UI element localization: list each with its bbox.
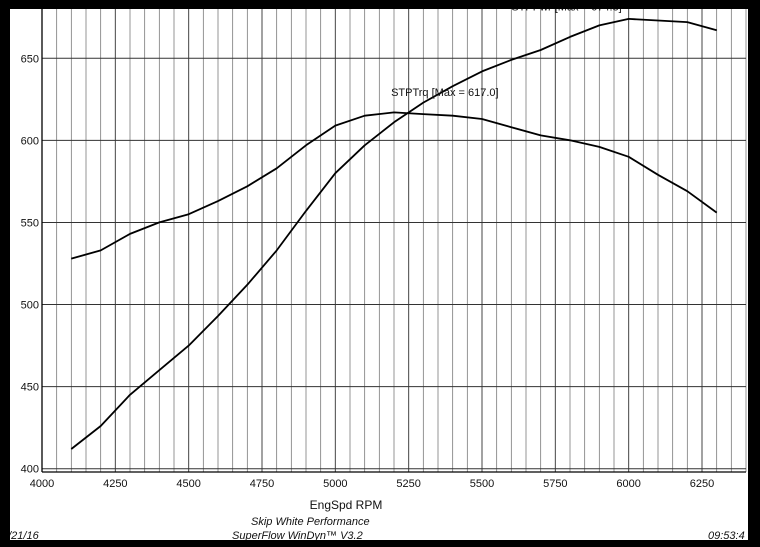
y-tick-label: 650: [21, 53, 39, 65]
series-line-stptrq: [71, 111, 718, 260]
x-tick-label: 4250: [103, 478, 127, 490]
dyno-chart: 4000 4250 4500 4750 5000 5250 5500 5750 6000 6250…: [21, 9, 747, 512]
x-tick-label: 5000: [323, 478, 347, 490]
y-tick-label: 550: [21, 217, 39, 229]
x-tick-label: 5750: [543, 478, 567, 490]
footer-software: SuperFlow WinDyn™ V3.2: [232, 530, 363, 540]
x-tick-label: 4500: [176, 478, 200, 490]
footer-date: 7/21/16: [10, 530, 39, 540]
series-line-stppwr: [70, 17, 717, 450]
tick-labels: 4000 4250 4500 4750 5000 5250 5500 5750 6000 6250…: [21, 53, 715, 490]
annotation-stppwr-max: STPPwr [Max = 674.3]: [511, 9, 621, 14]
series-annotations: STPPwr [Max = 674.3] STPTrq [Max = 617.0]: [391, 9, 622, 99]
x-tick-label: 4000: [30, 478, 54, 490]
annotation-stptrq-max: STPTrq [Max = 617.0]: [391, 87, 499, 99]
x-tick-label: 5250: [396, 478, 420, 490]
x-axis-title: EngSpd RPM: [310, 498, 383, 512]
x-tick-label: 6250: [690, 478, 714, 490]
series-lines: [70, 17, 718, 450]
x-tick-label: 4750: [250, 478, 274, 490]
y-tick-label: 400: [21, 464, 39, 476]
x-tick-label: 6000: [616, 478, 640, 490]
chart-paper: 4000 4250 4500 4750 5000 5250 5500 5750 6000 6250…: [10, 9, 748, 540]
x-tick-label: 5500: [470, 478, 494, 490]
y-tick-label: 450: [21, 382, 39, 394]
y-tick-label: 500: [21, 300, 39, 312]
y-tick-label: 600: [21, 135, 39, 147]
grid: [41, 9, 747, 473]
footer-time: 09:53:4: [708, 530, 745, 540]
footer-company: Skip White Performance: [251, 516, 370, 528]
